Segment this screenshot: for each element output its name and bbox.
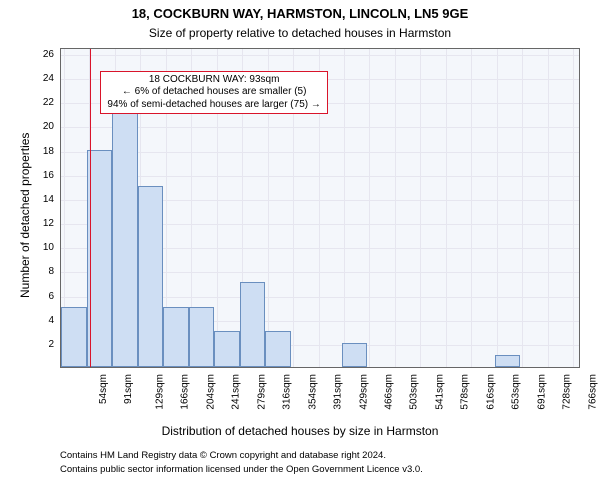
chart-container: 18, COCKBURN WAY, HARMSTON, LINCOLN, LN5… [0,0,600,500]
gridline-h [61,127,579,128]
x-tick-label: 166sqm [179,374,190,410]
x-tick-label: 578sqm [459,374,470,410]
x-tick-label: 691sqm [536,374,547,410]
x-tick-label: 204sqm [205,374,216,410]
attribution-line-1: Contains HM Land Registry data © Crown c… [60,450,386,461]
attribution-line-2: Contains public sector information licen… [60,464,423,475]
x-tick-label: 728sqm [561,374,572,410]
gridline-h [61,152,579,153]
gridline-v [522,49,523,367]
gridline-v [548,49,549,367]
x-tick-label: 354sqm [307,374,318,410]
y-tick-label: 6 [32,291,54,302]
bar [61,307,87,367]
plot-area: 18 COCKBURN WAY: 93sqm← 6% of detached h… [60,48,580,368]
gridline-v [471,49,472,367]
x-tick-label: 391sqm [332,374,343,410]
x-tick-label: 241sqm [230,374,241,410]
gridline-v [573,49,574,367]
y-tick-label: 12 [32,218,54,229]
bar [342,343,367,367]
x-tick-label: 503sqm [408,374,419,410]
bar [495,355,520,367]
bar [214,331,240,367]
chart-title: 18, COCKBURN WAY, HARMSTON, LINCOLN, LN5… [0,6,600,21]
y-tick-label: 18 [32,146,54,157]
y-axis-label: Number of detached properties [18,133,32,298]
bar [163,307,189,367]
annotation-line: 94% of semi-detached houses are larger (… [107,99,320,112]
y-tick-label: 22 [32,97,54,108]
bar [138,186,163,367]
y-tick-label: 24 [32,73,54,84]
x-tick-label: 316sqm [281,374,292,410]
x-axis-label: Distribution of detached houses by size … [0,424,600,438]
gridline-v [369,49,370,367]
x-tick-label: 541sqm [434,374,445,410]
x-tick-label: 429sqm [358,374,369,410]
x-tick-label: 616sqm [485,374,496,410]
bar [265,331,291,367]
annotation-box: 18 COCKBURN WAY: 93sqm← 6% of detached h… [100,71,327,115]
x-tick-label: 54sqm [98,374,109,404]
x-tick-label: 466sqm [383,374,394,410]
gridline-v [344,49,345,367]
gridline-v [395,49,396,367]
y-tick-label: 2 [32,339,54,350]
y-tick-label: 8 [32,266,54,277]
gridline-h [61,176,579,177]
x-tick-label: 279sqm [256,374,267,410]
x-tick-label: 129sqm [154,374,165,410]
bar [189,307,214,367]
y-tick-label: 20 [32,121,54,132]
annotation-line: ← 6% of detached houses are smaller (5) [107,86,320,99]
gridline-v [446,49,447,367]
chart-subtitle: Size of property relative to detached ho… [0,26,600,40]
gridline-h [61,55,579,56]
bar [240,282,265,367]
reference-line [90,49,91,367]
annotation-line: 18 COCKBURN WAY: 93sqm [107,74,320,87]
y-tick-label: 4 [32,315,54,326]
x-tick-label: 653sqm [510,374,521,410]
y-tick-label: 26 [32,49,54,60]
y-tick-label: 10 [32,242,54,253]
y-tick-label: 16 [32,170,54,181]
gridline-v [497,49,498,367]
gridline-v [420,49,421,367]
y-tick-label: 14 [32,194,54,205]
x-tick-label: 91sqm [123,374,134,404]
bar [112,113,138,367]
x-tick-label: 766sqm [587,374,598,410]
